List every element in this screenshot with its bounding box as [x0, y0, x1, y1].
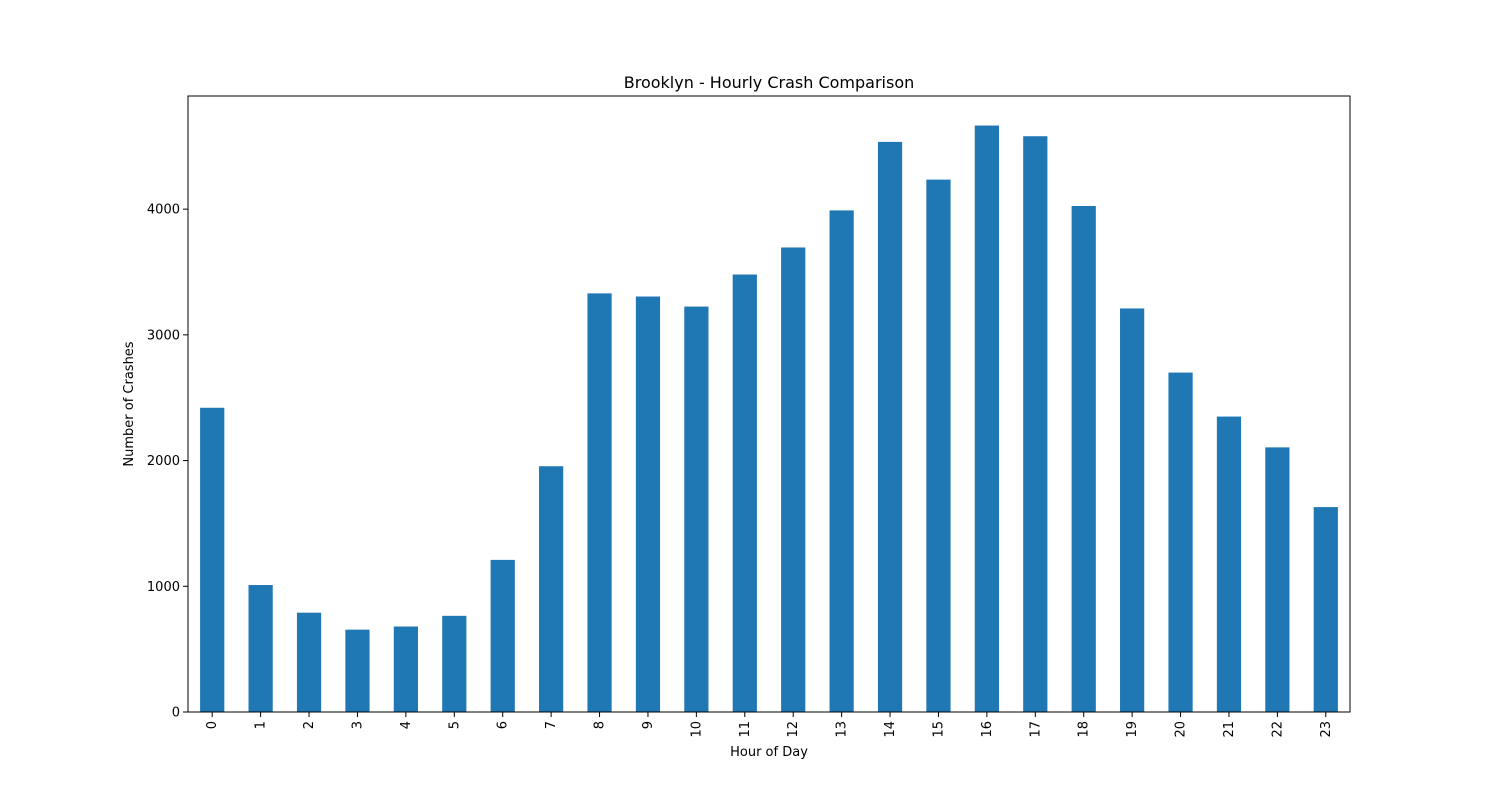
- x-tick-label: 5: [447, 721, 462, 729]
- x-tick-label: 1: [254, 721, 269, 729]
- bar-hour-21: [1216, 416, 1242, 712]
- x-tick-label: 12: [786, 721, 801, 738]
- x-tick-label: 8: [593, 721, 608, 729]
- bar-hour-13: [829, 210, 854, 712]
- bars-group: [200, 125, 1338, 713]
- bar-hour-12: [781, 247, 806, 712]
- x-tick-label: 22: [1270, 721, 1285, 738]
- bar-hour-0: [200, 407, 225, 712]
- x-tick-label: 10: [689, 721, 704, 738]
- y-tick-label: 4000: [147, 203, 180, 218]
- x-axis-ticks: 0 1 2 3 4 5 6 7 8 9 10 11 12 13 14 15 16 17 18 19 20 21 22 23: [205, 712, 1334, 738]
- bar-hour-14: [877, 141, 903, 712]
- bar-hour-17: [1023, 136, 1048, 712]
- x-tick-label: 6: [496, 721, 511, 729]
- x-tick-label: 4: [399, 721, 414, 729]
- bar-hour-19: [1120, 308, 1145, 712]
- x-axis-title: Hour of Day: [730, 745, 808, 760]
- x-tick-label: 23: [1319, 721, 1334, 738]
- y-tick-label: 1000: [147, 580, 180, 595]
- x-tick-label: 21: [1222, 721, 1237, 738]
- y-tick-label: 3000: [147, 328, 180, 343]
- x-tick-label: 9: [641, 721, 656, 729]
- y-axis-ticks: 0 1000 2000 3000 4000: [147, 203, 188, 721]
- x-tick-label: 18: [1077, 721, 1092, 738]
- bar-hour-6: [490, 559, 515, 712]
- x-tick-label: 16: [980, 721, 995, 738]
- bar-hour-5: [442, 615, 467, 712]
- bar-hour-7: [539, 466, 564, 712]
- bar-hour-22: [1265, 447, 1290, 712]
- x-tick-label: 19: [1125, 721, 1140, 738]
- x-tick-label: 11: [738, 721, 753, 738]
- bar-hour-9: [635, 296, 661, 712]
- bar-hour-10: [684, 306, 709, 712]
- plot-frame: [187, 95, 1351, 713]
- x-tick-label: 20: [1174, 721, 1189, 738]
- bar-hour-16: [974, 125, 999, 713]
- x-tick-label: 7: [544, 721, 559, 729]
- bar-hour-4: [393, 626, 418, 712]
- bar-hour-23: [1313, 507, 1338, 712]
- x-tick-label: 13: [835, 721, 850, 738]
- y-tick-label: 2000: [147, 454, 180, 469]
- x-tick-label: 3: [350, 721, 365, 729]
- bar-hour-18: [1071, 206, 1096, 712]
- y-tick-label: 0: [172, 706, 180, 721]
- x-tick-label: 0: [205, 721, 220, 729]
- chart-title: Brooklyn - Hourly Crash Comparison: [624, 73, 915, 92]
- bar-hour-1: [248, 585, 273, 712]
- bar-hour-2: [296, 612, 322, 712]
- x-tick-label: 15: [931, 721, 946, 738]
- x-tick-label: 2: [302, 721, 317, 729]
- bar-hour-8: [587, 293, 612, 712]
- bar-hour-11: [732, 274, 757, 712]
- bar-hour-3: [345, 629, 370, 712]
- x-tick-label: 17: [1028, 721, 1043, 738]
- y-axis-title: Number of Crashes: [122, 341, 137, 466]
- bar-hour-20: [1168, 372, 1193, 712]
- x-tick-label: 14: [883, 721, 898, 738]
- bar-hour-15: [926, 179, 951, 713]
